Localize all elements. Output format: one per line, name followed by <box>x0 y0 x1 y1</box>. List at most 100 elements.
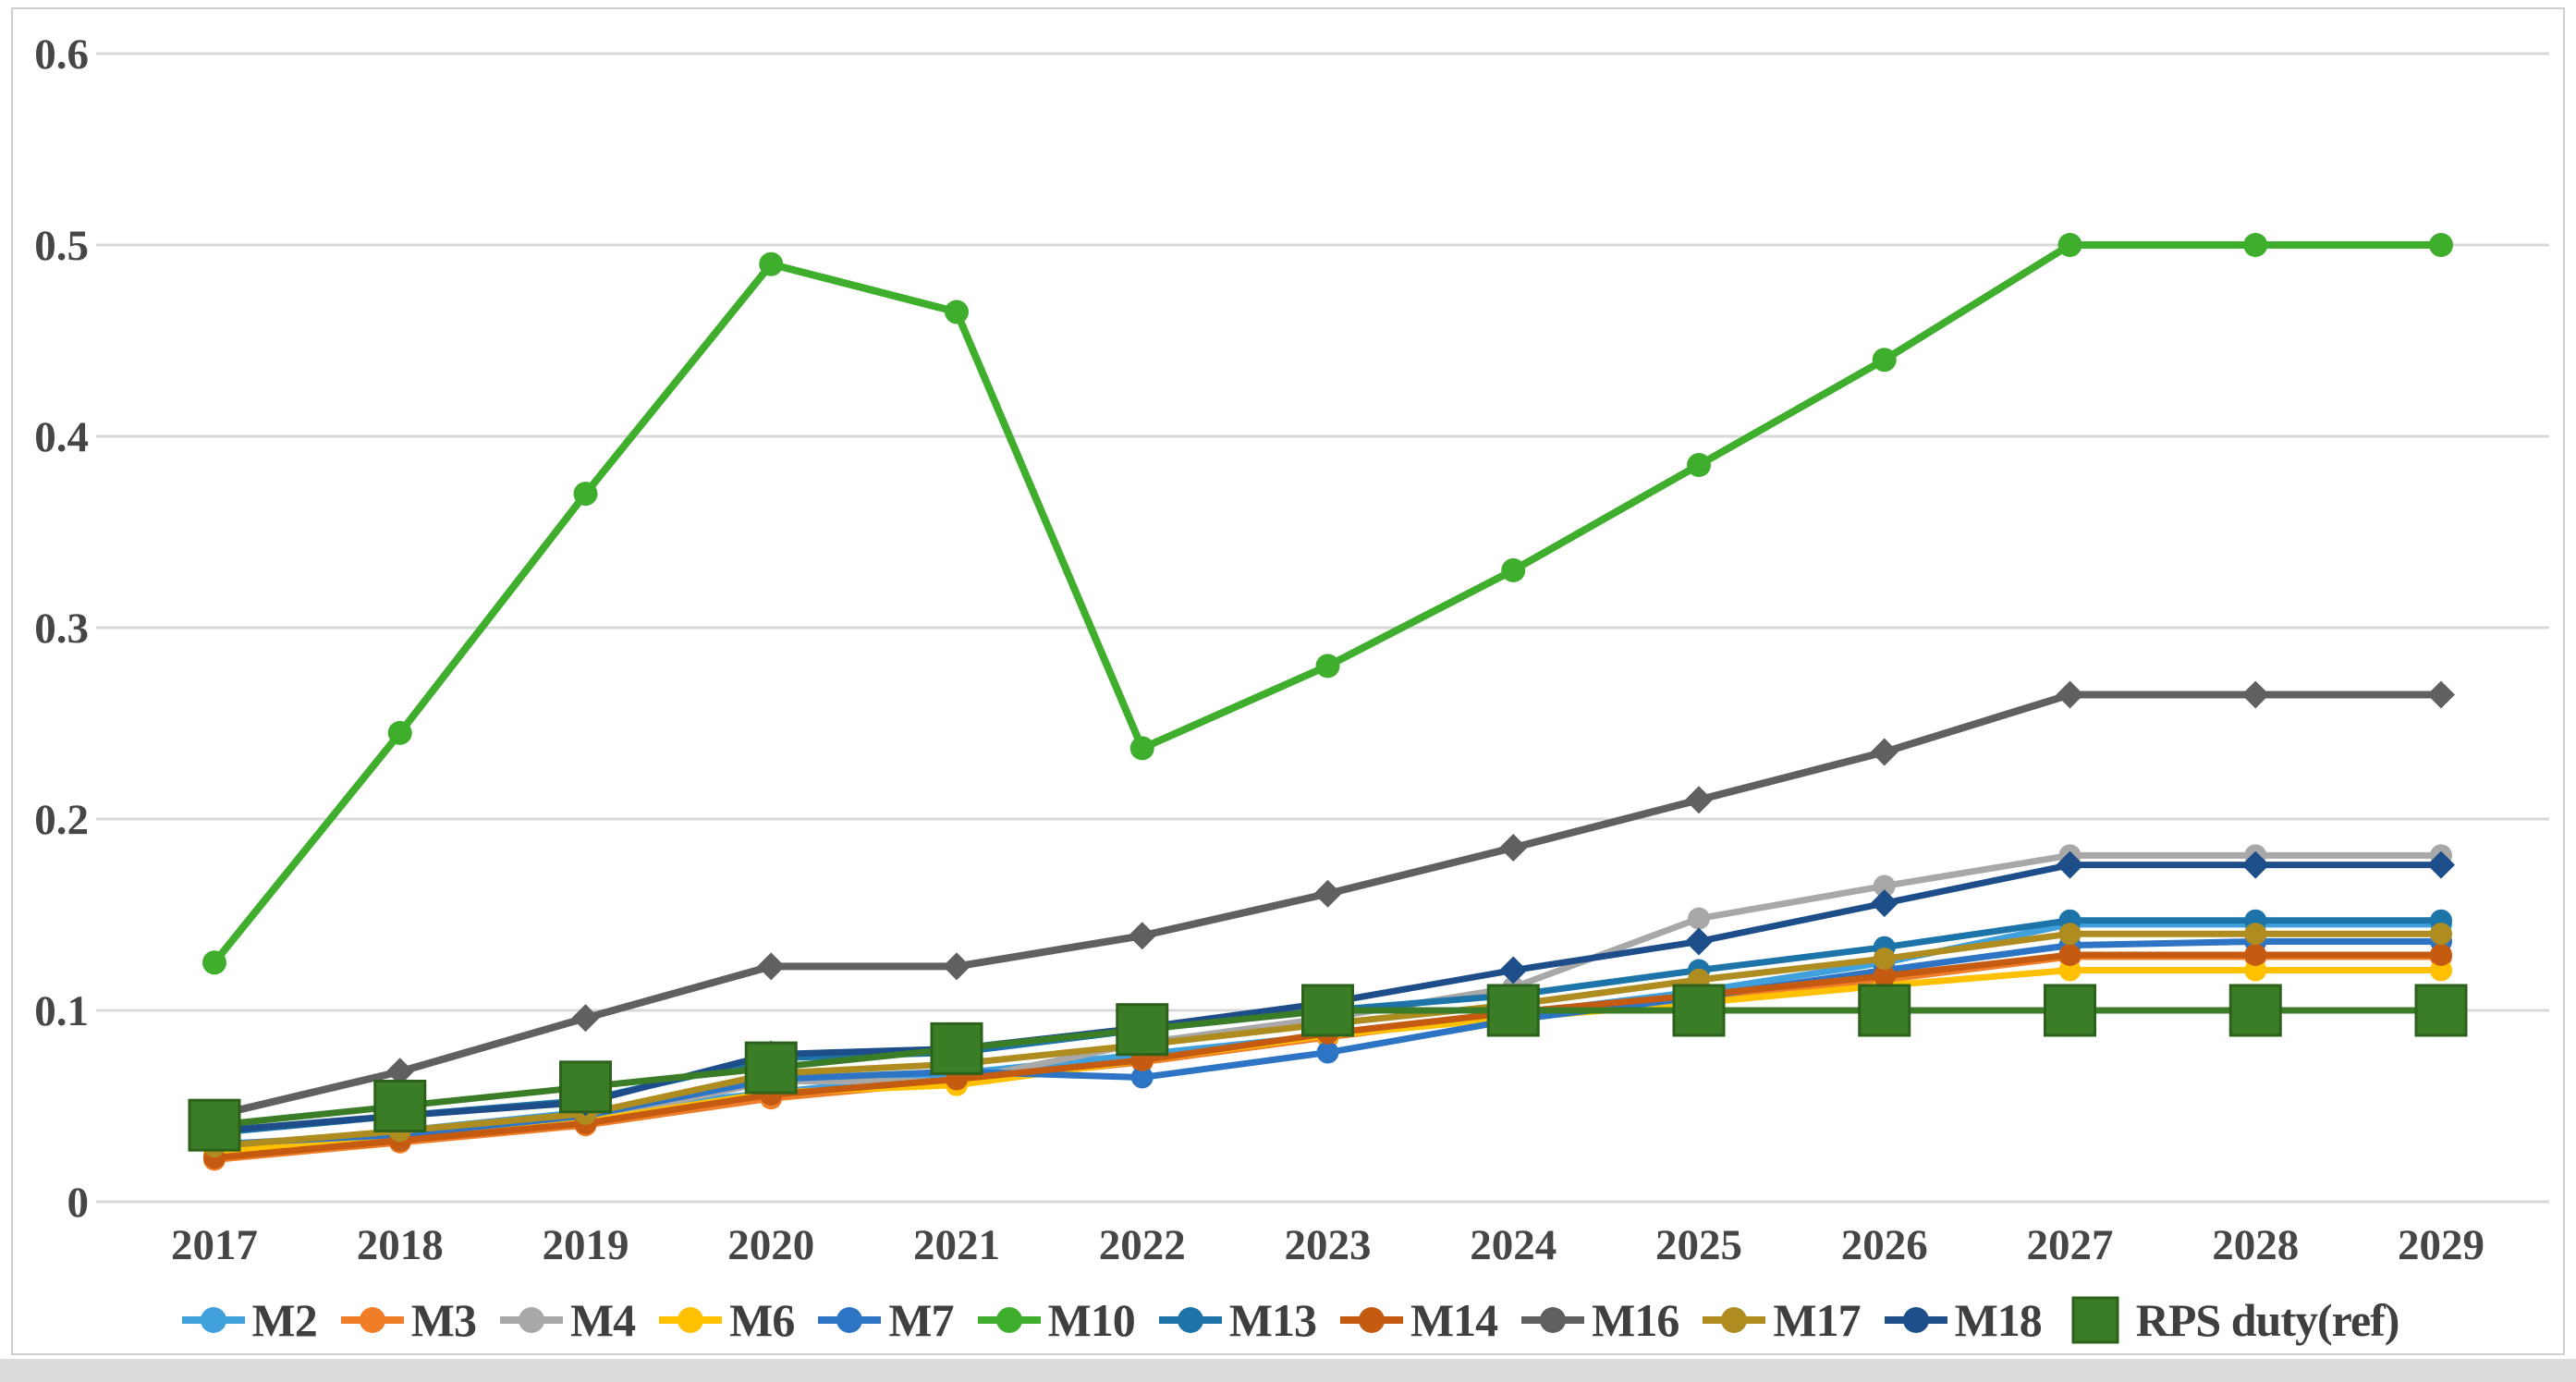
x-tick-label: 2029 <box>2398 1221 2484 1269</box>
marker-M18 <box>2241 850 2270 879</box>
y-tick-label: 0.4 <box>34 413 89 461</box>
marker-M18 <box>2427 850 2455 879</box>
x-tick-label: 2021 <box>913 1221 1000 1269</box>
marker-RPS duty(ref) <box>744 1041 798 1095</box>
legend-label: M6 <box>729 1294 795 1346</box>
legend-marker-icon <box>1521 1307 1585 1333</box>
x-tick-label: 2019 <box>543 1221 629 1269</box>
legend-item-m10: M10 <box>976 1292 1136 1348</box>
legend-label: M2 <box>251 1294 318 1346</box>
legend-item-m14: M14 <box>1338 1292 1498 1348</box>
marker-M6 <box>2244 959 2267 982</box>
marker-RPS duty(ref) <box>1672 984 1726 1037</box>
marker-M10 <box>2429 233 2453 257</box>
marker-M16 <box>943 952 971 981</box>
y-tick-label: 0.5 <box>34 222 89 270</box>
marker-M6 <box>2058 959 2082 982</box>
x-tick-label: 2026 <box>1841 1221 1928 1269</box>
legend-marker-icon <box>1339 1307 1403 1333</box>
marker-M16 <box>385 1058 414 1086</box>
marker-M16 <box>1870 738 1898 766</box>
bottom-scroll-band <box>0 1359 2576 1382</box>
legend-item-m2: M2 <box>180 1292 318 1348</box>
legend-label: M16 <box>1592 1294 1679 1346</box>
x-tick-label: 2028 <box>2212 1221 2299 1269</box>
marker-M16 <box>1128 922 1156 950</box>
x-tick-label: 2027 <box>2027 1221 2114 1269</box>
x-tick-label: 2023 <box>1285 1221 1372 1269</box>
marker-RPS duty(ref) <box>373 1080 427 1132</box>
marker-RPS duty(ref) <box>2044 984 2096 1037</box>
legend-marker-icon <box>659 1307 723 1333</box>
legend-marker-icon <box>1884 1307 1947 1333</box>
legend-marker-icon <box>2071 1296 2119 1344</box>
marker-M10 <box>2057 233 2082 257</box>
marker-M16 <box>2241 680 2270 709</box>
legend-marker-icon <box>977 1307 1041 1333</box>
marker-M18 <box>1499 956 1528 985</box>
legend-item-m4: M4 <box>498 1292 636 1348</box>
legend-label: M10 <box>1047 1294 1136 1346</box>
x-tick-label: 2024 <box>1470 1221 1557 1269</box>
marker-RPS duty(ref) <box>930 1021 983 1075</box>
legend-label: M7 <box>888 1294 954 1346</box>
legend-item-m13: M13 <box>1157 1292 1317 1348</box>
marker-M18 <box>1685 927 1713 956</box>
marker-M14 <box>1873 964 1896 987</box>
marker-M16 <box>757 952 786 981</box>
marker-RPS duty(ref) <box>2414 984 2468 1037</box>
x-tick-label: 2018 <box>357 1221 444 1269</box>
marker-M14 <box>2430 943 2452 966</box>
legend-item-m17: M17 <box>1701 1292 1862 1348</box>
marker-M17 <box>1873 948 1896 971</box>
legend-item-m16: M16 <box>1520 1292 1679 1348</box>
legend-marker-icon <box>340 1307 404 1333</box>
legend-label: M4 <box>569 1294 636 1346</box>
marker-M17 <box>2430 923 2452 946</box>
marker-M4 <box>1688 907 1710 930</box>
legend-marker-icon <box>499 1307 563 1333</box>
chart-legend: M2 M3 M4 M6 M7 M10 M13 M14 M16 M17 M18 RPS duty(ref… <box>28 1281 2551 1359</box>
marker-M18 <box>2056 850 2084 879</box>
marker-M10 <box>202 950 226 975</box>
y-tick-label: 0.1 <box>34 987 89 1035</box>
marker-RPS duty(ref) <box>559 1060 612 1114</box>
marker-M16 <box>2427 680 2455 709</box>
legend-item-m3: M3 <box>339 1292 477 1348</box>
y-tick-label: 0.3 <box>34 605 89 653</box>
y-tick-label: 0.6 <box>34 31 89 79</box>
legend-item-m7: M7 <box>816 1292 955 1348</box>
legend-label: M14 <box>1410 1294 1498 1346</box>
y-tick-label: 0.2 <box>34 796 89 844</box>
marker-M10 <box>759 251 784 276</box>
marker-M10 <box>1687 453 1711 478</box>
x-tick-label: 2020 <box>727 1221 814 1269</box>
legend-label: M13 <box>1228 1294 1317 1346</box>
marker-M10 <box>1872 348 1897 373</box>
x-tick-label: 2025 <box>1655 1221 1742 1269</box>
marker-M14 <box>2244 943 2267 966</box>
legend-marker-icon <box>818 1307 882 1333</box>
legend-marker-icon <box>1703 1307 1766 1333</box>
marker-M16 <box>1499 834 1528 862</box>
y-tick-label: 0 <box>67 1179 90 1227</box>
legend-item-m6: M6 <box>657 1292 795 1348</box>
marker-M10 <box>945 300 969 324</box>
marker-M4 <box>1873 874 1896 898</box>
legend-label: RPS duty(ref) <box>2135 1294 2400 1346</box>
marker-M16 <box>571 1004 600 1033</box>
marker-M10 <box>1129 736 1154 761</box>
marker-M16 <box>1313 879 1342 908</box>
legend-label: M18 <box>1954 1294 2043 1346</box>
marker-RPS duty(ref) <box>2228 984 2282 1037</box>
marker-M14 <box>2058 943 2082 966</box>
legend-item-m18: M18 <box>1883 1292 2043 1348</box>
marker-M10 <box>573 482 598 507</box>
marker-M17 <box>2058 923 2082 946</box>
marker-RPS duty(ref) <box>1858 984 1911 1037</box>
marker-M10 <box>387 720 412 745</box>
marker-M10 <box>2243 233 2268 257</box>
legend-marker-icon <box>181 1307 245 1333</box>
x-tick-label: 2017 <box>171 1221 258 1269</box>
